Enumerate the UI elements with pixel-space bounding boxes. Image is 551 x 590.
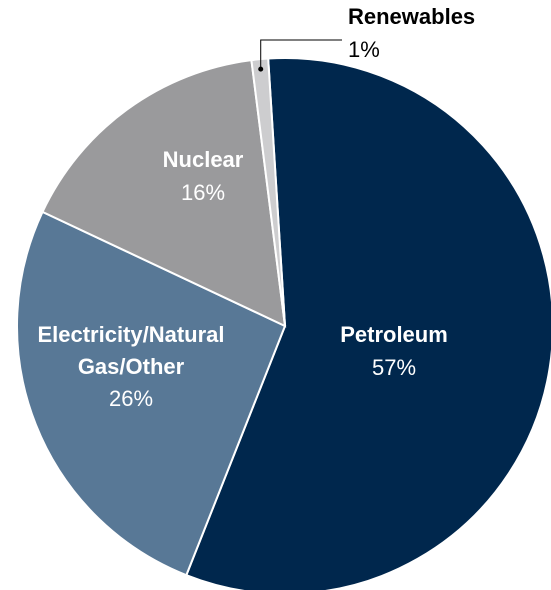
slice-value-renewables: 1% (348, 37, 380, 62)
slice-value-electricity-natural-gas-other: 26% (109, 386, 153, 411)
slice-value-petroleum: 57% (372, 355, 416, 380)
slice-label-electricity-natural-gas-other-line-2: Gas/Other (78, 354, 185, 379)
pie-slice-renewables (250, 57, 286, 327)
slice-label-petroleum-line-1: Petroleum (340, 322, 448, 347)
pie-slice-nuclear (41, 58, 287, 328)
pie-slice-electricity-natural-gas-other (16, 210, 287, 577)
slice-label-nuclear-line-1: Nuclear (163, 147, 244, 172)
leader-dot-renewables (258, 66, 264, 72)
pie-slices (16, 57, 551, 590)
slice-value-nuclear: 16% (181, 180, 225, 205)
slice-label-electricity-natural-gas-other-line-1: Electricity/Natural (37, 322, 224, 347)
slice-label-renewables-line-1: Renewables (348, 4, 475, 29)
pie-labels: Petroleum 57% Electricity/Natural Gas/Other… (37, 4, 475, 411)
leader-line-renewables (260, 39, 342, 68)
